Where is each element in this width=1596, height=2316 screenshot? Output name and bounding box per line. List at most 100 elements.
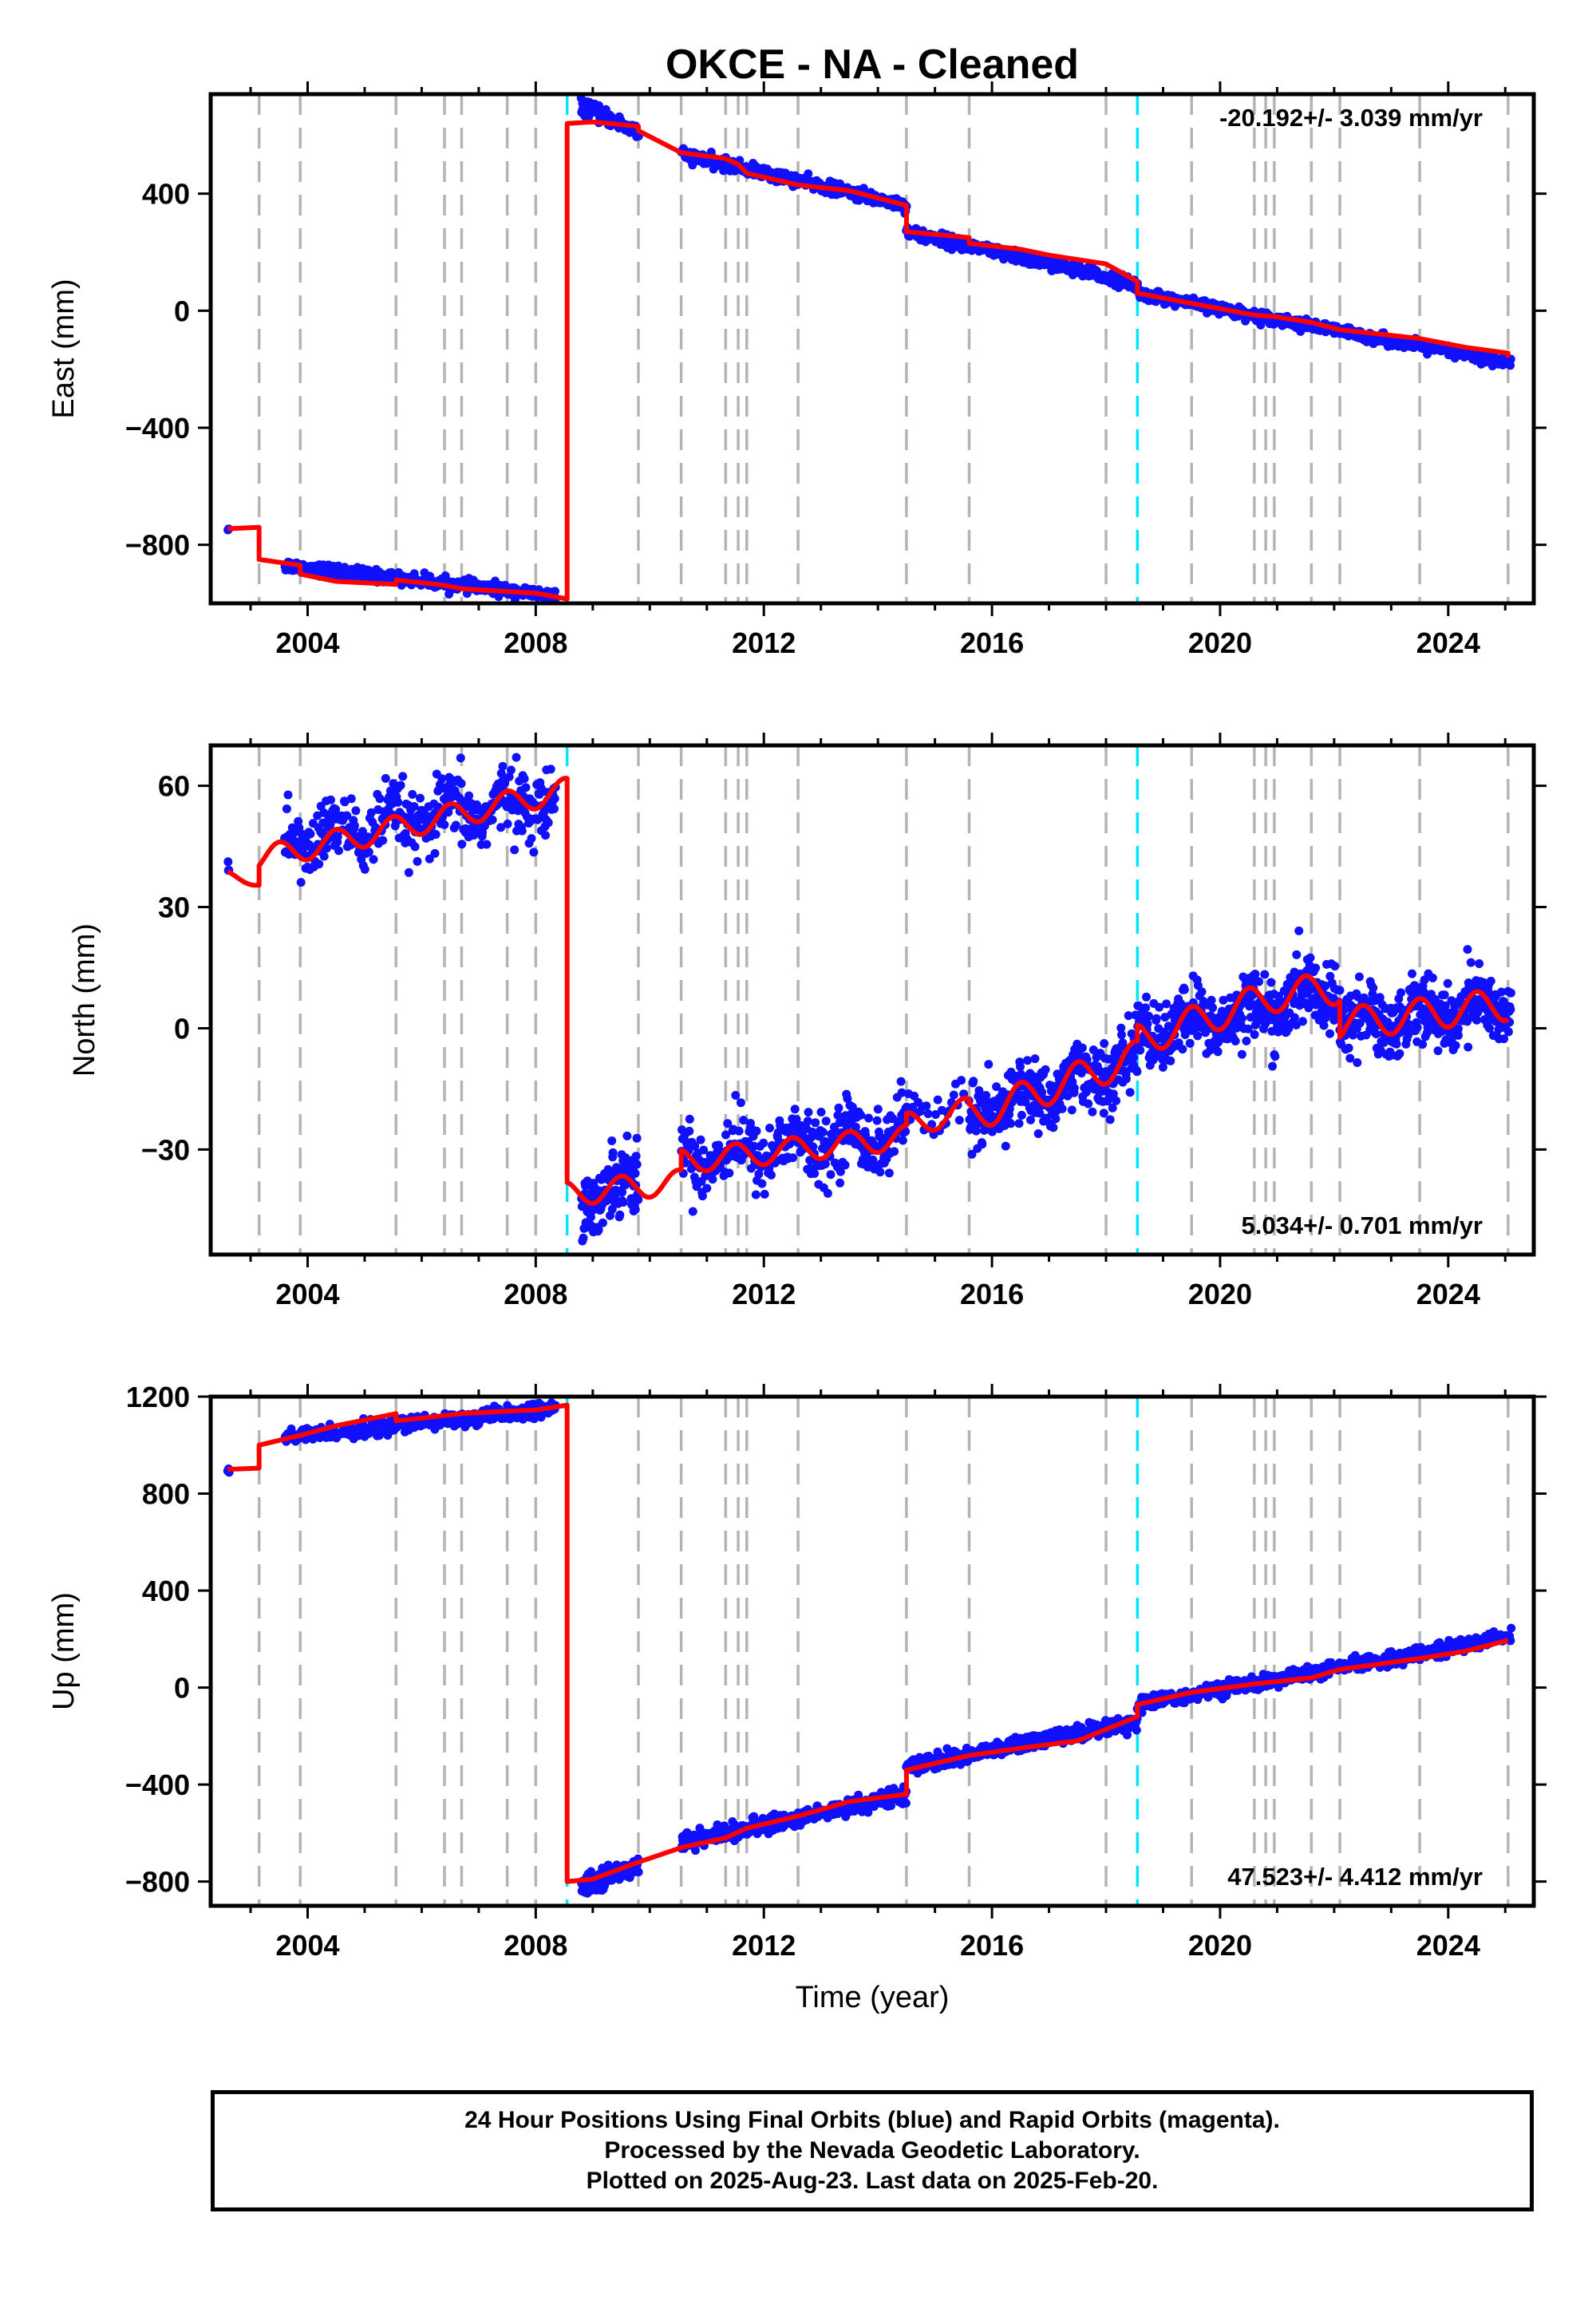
north-data-point	[456, 753, 465, 763]
north-data-point	[1437, 1026, 1447, 1036]
north-data-point	[1143, 1019, 1152, 1029]
north-data-point	[1375, 993, 1385, 1002]
north-data-point	[721, 1130, 730, 1140]
north-data-point	[1454, 1030, 1463, 1040]
north-data-point	[1354, 972, 1364, 982]
north-data-point	[294, 816, 303, 826]
north-data-point	[723, 1119, 733, 1128]
up-data-point	[691, 1846, 700, 1856]
north-data-point	[803, 1117, 812, 1126]
north-data-point	[1348, 1030, 1357, 1040]
north-data-point	[1166, 1056, 1175, 1065]
north-data-point	[754, 1169, 764, 1179]
north-data-point	[752, 1126, 761, 1136]
north-data-point	[1250, 1030, 1259, 1039]
north-data-point	[1443, 978, 1452, 988]
north-data-point	[816, 1108, 826, 1117]
north-axes-frame	[208, 743, 1536, 1257]
north-data-point	[464, 791, 474, 800]
east-data-point	[551, 587, 559, 596]
north-data-point	[1207, 995, 1216, 1005]
north-data-point	[864, 1113, 873, 1123]
north-data-point	[413, 856, 422, 866]
north-data-point	[634, 1195, 643, 1204]
east-data-point	[804, 169, 813, 179]
north-data-point	[527, 834, 536, 844]
north-data-point	[765, 1124, 774, 1132]
north-data-point	[1298, 1017, 1307, 1026]
north-data-point	[931, 1110, 940, 1119]
north-data-point	[773, 1128, 783, 1137]
north-data-point	[1330, 962, 1340, 971]
north-data-point	[1144, 1011, 1153, 1021]
north-data-point	[1125, 1088, 1135, 1097]
north-data-point	[1250, 970, 1260, 978]
north-data-point	[1396, 988, 1405, 998]
north-data-point	[1069, 1084, 1079, 1093]
north-data-point	[457, 840, 467, 849]
east-y-tick-label: −800	[125, 529, 190, 562]
north-data-point	[519, 774, 529, 784]
north-data-point	[296, 878, 306, 887]
north-data-point	[760, 1189, 769, 1199]
north-data-point	[223, 857, 233, 867]
north-data-point	[618, 1188, 627, 1197]
north-data-point	[416, 793, 425, 803]
north-data-point	[478, 828, 488, 837]
north-data-point	[1118, 1038, 1128, 1048]
east-model-line	[227, 119, 1511, 602]
north-data-point	[1057, 1104, 1067, 1113]
north-data-point	[1132, 1067, 1142, 1077]
north-data-point	[1472, 1015, 1482, 1025]
north-data-point	[1112, 1096, 1121, 1105]
north-data-point	[543, 818, 553, 828]
east-plot-area	[223, 94, 1515, 603]
north-data-point	[381, 773, 390, 783]
up-data-point	[695, 1824, 705, 1833]
north-data-point	[1463, 945, 1472, 954]
north-data-point	[504, 772, 514, 781]
north-data-point	[425, 854, 434, 864]
north-data-point	[1108, 1103, 1117, 1113]
north-data-point	[1208, 1003, 1218, 1013]
east-y-tick-label: 400	[142, 178, 190, 211]
north-data-point	[1088, 1107, 1097, 1117]
north-data-point	[306, 829, 315, 839]
north-data-point	[444, 808, 453, 817]
north-data-point	[437, 774, 447, 784]
north-data-point	[550, 804, 559, 813]
east-data-points	[223, 94, 1515, 603]
north-data-point	[1466, 958, 1476, 967]
north-data-point	[725, 1168, 734, 1178]
north-data-point	[393, 797, 403, 807]
north-data-point	[342, 811, 352, 820]
north-data-point	[369, 855, 378, 864]
north-data-point	[1486, 976, 1495, 986]
north-data-point	[984, 1060, 994, 1069]
north-data-point	[811, 1118, 820, 1128]
north-data-point	[404, 868, 413, 877]
north-data-point	[521, 783, 531, 792]
north-data-point	[1129, 1053, 1139, 1062]
north-data-point	[1440, 1001, 1450, 1010]
north-data-point	[1213, 1047, 1223, 1057]
east-rate-label: -20.192+/- 3.039 mm/yr	[1219, 104, 1483, 132]
east-data-point	[1256, 320, 1266, 330]
north-data-point	[974, 1086, 984, 1095]
north-data-point	[868, 1155, 878, 1164]
north-data-point	[1355, 1018, 1365, 1028]
north-data-point	[1440, 990, 1449, 1000]
north-data-point	[1319, 1021, 1329, 1030]
north-data-point	[734, 1126, 744, 1136]
north-data-point	[1268, 1061, 1277, 1071]
north-data-point	[856, 1110, 866, 1120]
north-data-point	[896, 1077, 906, 1086]
north-data-point	[823, 1188, 832, 1198]
north-data-point	[1395, 1049, 1404, 1058]
north-data-point	[884, 1168, 894, 1178]
north-data-point	[503, 819, 512, 828]
north-data-point	[1451, 1041, 1460, 1050]
north-data-point	[821, 1117, 831, 1126]
north-data-point	[1497, 987, 1506, 997]
